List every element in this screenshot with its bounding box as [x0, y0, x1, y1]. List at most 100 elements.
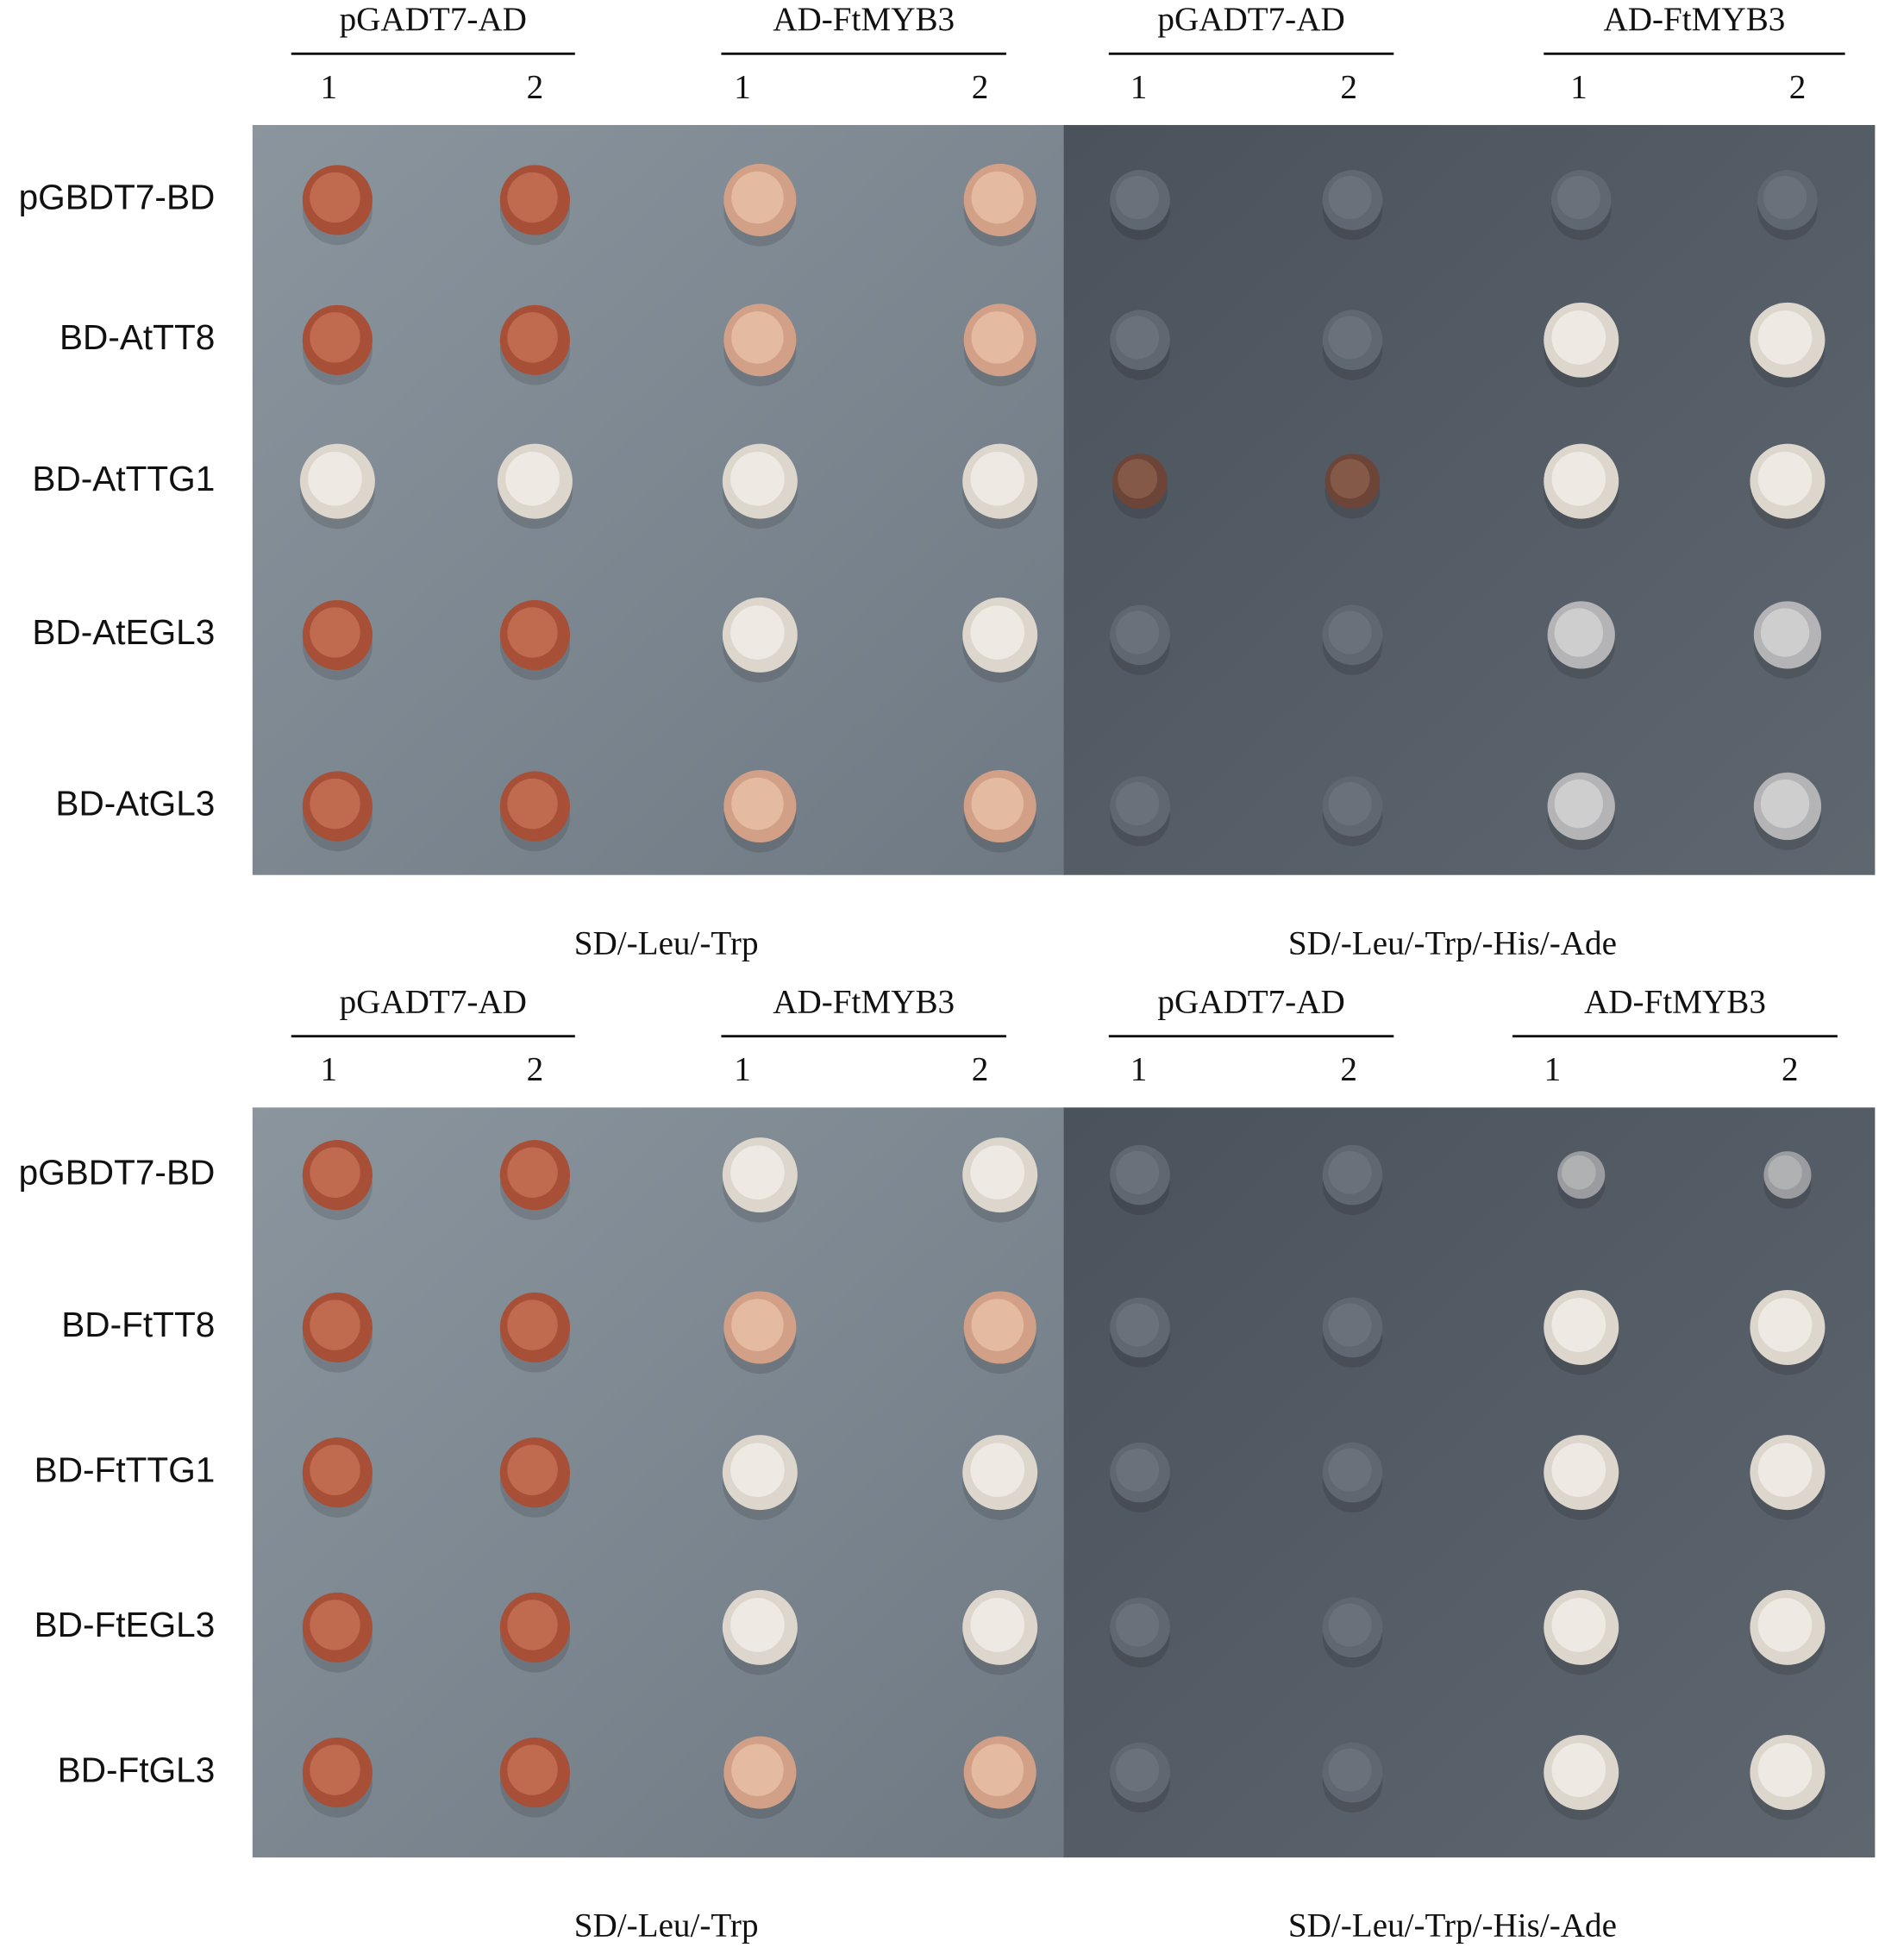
- group-label: AD-FtMYB3: [773, 1, 955, 38]
- colony-center: [1116, 316, 1160, 360]
- lane-number: 2: [1782, 1051, 1799, 1088]
- colony-center: [1328, 611, 1372, 654]
- colony-center: [1116, 782, 1160, 826]
- row-label: BD-FtEGL3: [34, 1605, 216, 1644]
- colony-center: [971, 1744, 1024, 1796]
- colony-center: [507, 1744, 558, 1795]
- plate-left: [252, 124, 1066, 875]
- lane-number: 2: [972, 1051, 989, 1088]
- row-label: BD-FtTT8: [61, 1305, 215, 1344]
- colony-center: [310, 1147, 360, 1198]
- colony-center: [971, 171, 1024, 224]
- colony-center: [971, 1299, 1024, 1351]
- colony-center: [970, 1443, 1025, 1498]
- group-label: AD-FtMYB3: [773, 983, 955, 1020]
- group-label: AD-FtMYB3: [1603, 1, 1785, 38]
- colony-center: [1116, 1303, 1160, 1347]
- colony-center: [730, 451, 785, 506]
- colony-center: [1551, 1743, 1606, 1797]
- colony-center: [1554, 779, 1604, 829]
- lane-number: 2: [1340, 1051, 1357, 1088]
- colony-center: [507, 1600, 558, 1650]
- colony-center: [1562, 1155, 1596, 1190]
- lane-number: 2: [1340, 68, 1357, 105]
- colony-center: [310, 312, 360, 363]
- row-label: pGBDT7-BD: [19, 178, 216, 217]
- colony-center: [1757, 1598, 1813, 1652]
- colony-center: [1118, 459, 1158, 499]
- colony-center: [970, 451, 1025, 506]
- caption: SD/-Leu/-Trp/-His/-Ade: [1288, 924, 1617, 961]
- colony-center: [507, 778, 558, 830]
- lane-number: 1: [1570, 68, 1588, 105]
- colony-center: [1330, 459, 1370, 499]
- colony-center: [730, 1145, 785, 1200]
- colony-center: [310, 1444, 360, 1495]
- colony-center: [1757, 310, 1813, 365]
- group-label: pGADT7-AD: [340, 1, 527, 38]
- row-label: BD-AtEGL3: [32, 612, 215, 652]
- colony-center: [730, 605, 785, 660]
- colony-center: [1763, 175, 1807, 220]
- lane-number: 1: [734, 68, 751, 105]
- lane-number: 1: [1130, 68, 1148, 105]
- colony-center: [1554, 608, 1604, 657]
- caption: SD/-Leu/-Trp/-His/-Ade: [1288, 1907, 1617, 1944]
- group-label: pGADT7-AD: [1157, 1, 1344, 38]
- group-label: pGADT7-AD: [340, 983, 527, 1020]
- colony-center: [1768, 1155, 1802, 1190]
- group-label: AD-FtMYB3: [1584, 983, 1766, 1020]
- colony-center: [731, 171, 784, 224]
- caption: SD/-Leu/-Trp: [574, 1907, 759, 1944]
- plate-right: [1063, 124, 1876, 875]
- colony-center: [731, 1299, 784, 1351]
- colony-center: [730, 1443, 785, 1498]
- colony-center: [1757, 451, 1813, 506]
- colony-center: [1116, 1603, 1160, 1647]
- row-label: BD-FtGL3: [58, 1750, 216, 1789]
- lane-number: 1: [320, 68, 337, 105]
- colony-center: [1757, 1298, 1813, 1352]
- lane-number: 2: [527, 68, 544, 105]
- colony-center: [507, 312, 558, 363]
- colony-center: [1551, 1298, 1606, 1352]
- colony-center: [1328, 1748, 1372, 1792]
- colony-center: [730, 1598, 785, 1652]
- colony-center: [1328, 1303, 1372, 1347]
- colony-center: [1328, 782, 1372, 826]
- colony-center: [731, 1744, 784, 1796]
- plate-left: [252, 1107, 1066, 1858]
- row-label: BD-AtTT8: [59, 317, 215, 357]
- lane-number: 1: [320, 1051, 337, 1088]
- colony-center: [1551, 1598, 1606, 1652]
- colony-center: [507, 1444, 558, 1495]
- colony-center: [1551, 451, 1606, 506]
- colony-center: [1116, 1150, 1160, 1194]
- colony-center: [1551, 1443, 1606, 1498]
- colony-center: [1116, 1748, 1160, 1792]
- colony-center: [310, 1744, 360, 1795]
- colony-center: [507, 607, 558, 658]
- row-label: BD-AtGL3: [55, 784, 215, 823]
- colony-center: [1328, 1448, 1372, 1492]
- colony-center: [1757, 1743, 1813, 1797]
- colony-center: [731, 311, 784, 364]
- colony-center: [971, 777, 1024, 830]
- colony-center: [970, 1598, 1025, 1652]
- colony-center: [310, 172, 360, 223]
- plate-right: [1063, 1107, 1876, 1858]
- colony-center: [731, 777, 784, 830]
- group-label: pGADT7-AD: [1157, 983, 1344, 1020]
- lane-number: 2: [972, 68, 989, 105]
- colony-center: [1757, 1443, 1813, 1498]
- colony-center: [1328, 1150, 1372, 1194]
- row-label: pGBDT7-BD: [19, 1152, 216, 1192]
- colony-center: [308, 451, 362, 506]
- lane-number: 1: [734, 1051, 751, 1088]
- colony-center: [1556, 175, 1600, 220]
- colony-center: [1328, 316, 1372, 360]
- lane-number: 1: [1544, 1051, 1562, 1088]
- colony-center: [310, 778, 360, 830]
